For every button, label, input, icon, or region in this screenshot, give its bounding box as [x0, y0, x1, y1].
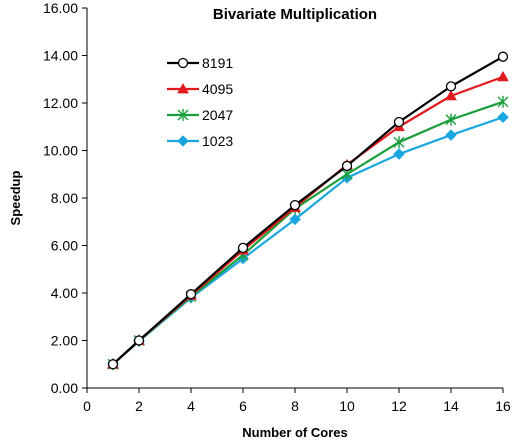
legend-marker: [177, 109, 189, 121]
y-tick-label: 12.00: [43, 95, 78, 111]
y-tick-label: 14.00: [43, 48, 78, 64]
data-point-8191: [289, 199, 301, 211]
legend-item-4095: 4095: [167, 81, 233, 97]
x-tick-label: 0: [83, 398, 91, 414]
series-line-4095: [112, 75, 504, 366]
y-tick-label: 8.00: [51, 190, 78, 206]
series-1023: [107, 111, 509, 371]
legend-label: 4095: [202, 81, 233, 97]
legend-marker: [177, 57, 189, 69]
chart-title: Bivariate Multiplication: [213, 6, 377, 23]
x-tick-label: 4: [187, 398, 195, 414]
data-point-1023: [497, 111, 509, 124]
legend-item-8191: 8191: [167, 55, 233, 71]
legend-label: 1023: [202, 133, 233, 149]
x-tick-label: 14: [443, 398, 459, 414]
data-point-8191: [497, 51, 509, 62]
data-point-8191: [133, 335, 145, 346]
data-point-2047: [497, 95, 509, 108]
data-point-2047: [445, 113, 457, 126]
series-line-8191: [112, 55, 504, 366]
x-tick-label: 6: [239, 398, 247, 414]
y-tick-label: 6.00: [51, 238, 78, 254]
axes: 0.00 2.00 4.00 6.00 8.00 10.00 12.00 14.00 16.00…: [43, 0, 511, 414]
series-8191: [107, 51, 509, 370]
y-axis-title: Speedup: [8, 170, 23, 225]
x-tick-label: 12: [391, 398, 407, 414]
data-point-1023: [393, 148, 405, 160]
legend-item-1023: 1023: [167, 133, 233, 149]
data-point-8191: [237, 242, 249, 254]
y-tick-label: 4.00: [51, 285, 78, 301]
data-point-8191: [341, 160, 353, 172]
x-tick-label: 8: [291, 398, 299, 414]
x-tick-label: 10: [339, 398, 355, 414]
y-tick-label: 10.00: [43, 143, 78, 159]
data-point-2047: [393, 136, 405, 149]
legend: 8191 4095 2047 1023: [167, 55, 233, 149]
legend-marker: [177, 135, 189, 147]
y-tick-label: 2.00: [51, 333, 78, 349]
data-point-8191: [107, 359, 119, 370]
legend-label: 2047: [202, 107, 233, 123]
x-axis-title: Number of Cores: [242, 425, 347, 440]
data-point-8191: [445, 81, 457, 92]
data-point-1023: [289, 213, 301, 226]
y-tick-label: 0.00: [51, 380, 78, 396]
y-tick-label: 16.00: [43, 0, 78, 16]
x-tick-label: 16: [495, 398, 511, 414]
data-point-4095: [497, 70, 509, 82]
data-point-8191: [393, 116, 405, 128]
legend-item-2047: 2047: [167, 107, 233, 123]
data-point-4095: [445, 89, 457, 101]
x-tick-label: 2: [135, 398, 143, 414]
series-group: [107, 51, 509, 371]
data-point-8191: [185, 289, 197, 300]
legend-label: 8191: [202, 55, 233, 71]
series-line-1023: [112, 116, 504, 366]
data-point-1023: [445, 129, 457, 141]
legend-marker: [177, 82, 189, 94]
